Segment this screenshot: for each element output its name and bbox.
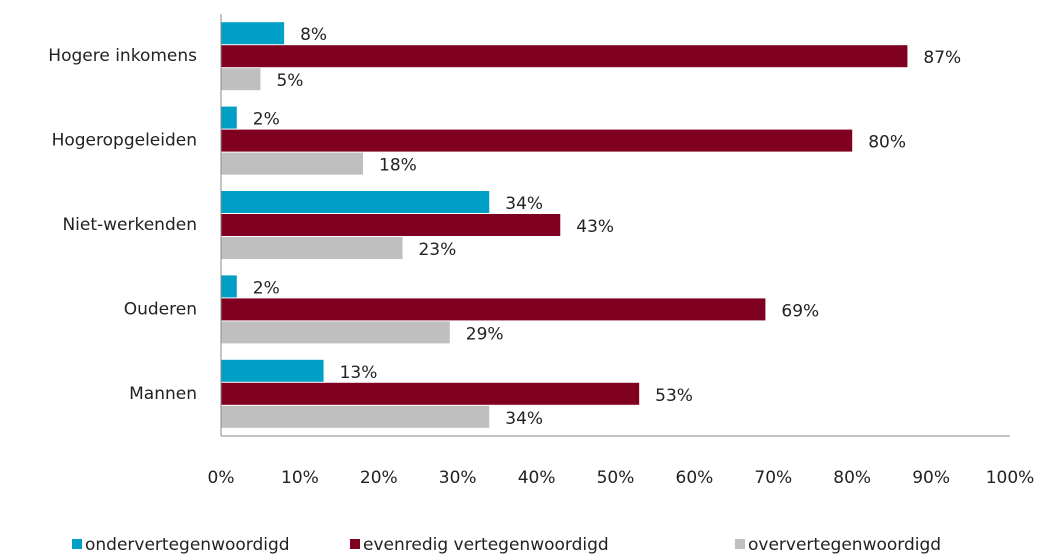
- x-tick-label: 100%: [986, 468, 1035, 488]
- bar: [221, 298, 766, 321]
- value-label: 53%: [655, 386, 693, 406]
- value-label: 87%: [923, 48, 961, 68]
- x-tick-label: 60%: [676, 468, 714, 488]
- x-tick-label: 90%: [912, 468, 950, 488]
- value-label: 18%: [379, 156, 417, 176]
- value-label: 5%: [276, 71, 303, 91]
- y-tick-label: Hogere inkomens: [48, 46, 197, 66]
- value-label: 29%: [466, 324, 504, 344]
- bar: [221, 22, 285, 45]
- x-tick-label: 80%: [833, 468, 871, 488]
- value-label: 13%: [340, 363, 378, 383]
- y-tick-label: Niet-werkenden: [62, 215, 197, 235]
- legend-swatch: [735, 539, 745, 549]
- x-tick-label: 50%: [597, 468, 635, 488]
- value-label: 2%: [253, 278, 280, 298]
- value-label: 69%: [781, 301, 819, 321]
- value-label: 43%: [576, 217, 614, 237]
- x-tick-label: 20%: [360, 468, 398, 488]
- bar: [221, 214, 561, 236]
- value-label: 8%: [300, 25, 327, 45]
- bar: [221, 129, 853, 152]
- bar: [221, 45, 908, 68]
- bar: [221, 68, 261, 91]
- bar: [221, 382, 640, 405]
- value-label: 80%: [868, 133, 906, 153]
- bar: [221, 321, 450, 344]
- legend-label: evenredig vertegenwoordigd: [363, 535, 609, 555]
- bar: [221, 359, 324, 382]
- value-label: 23%: [418, 240, 456, 260]
- legend-label: ondervertegenwoordigd: [85, 535, 290, 555]
- bar: [221, 275, 237, 298]
- legend-label: oververtegenwoordigd: [748, 535, 941, 555]
- bar: [221, 191, 490, 213]
- y-tick-label: Hogeropgeleiden: [52, 131, 197, 151]
- x-tick-label: 70%: [754, 468, 792, 488]
- bar: [221, 152, 364, 175]
- value-label: 34%: [505, 409, 543, 429]
- bar: [221, 405, 490, 428]
- bar: [221, 106, 237, 129]
- y-tick-label: Mannen: [129, 384, 197, 404]
- value-label: 2%: [253, 110, 280, 130]
- y-tick-label: Ouderen: [124, 299, 197, 319]
- x-tick-label: 40%: [518, 468, 556, 488]
- bar: [221, 237, 403, 259]
- x-tick-label: 10%: [281, 468, 319, 488]
- x-tick-label: 0%: [208, 468, 235, 488]
- x-tick-label: 30%: [439, 468, 477, 488]
- legend-swatch: [72, 539, 82, 549]
- value-label: 34%: [505, 194, 543, 214]
- legend-swatch: [350, 539, 360, 549]
